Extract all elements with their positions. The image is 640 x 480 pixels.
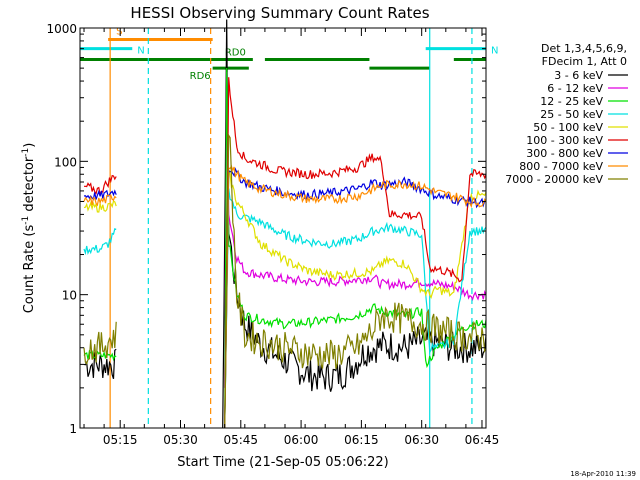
y-axis-label-sup-2: -1 [21,148,31,157]
legend-label: 100 - 300 keV [526,134,603,147]
series-line-8 [83,133,487,429]
flag-label: N [491,46,498,57]
x-tick-label: 05:30 [163,433,198,447]
legend-header-1: Det 1,3,4,5,6,9, [541,42,627,55]
x-axis-label: Start Time (21-Sep-05 05:06:22) [177,455,388,470]
x-tick-label: 05:15 [103,433,138,447]
series-line-0 [83,19,487,429]
series-line-6 [83,167,487,429]
legend-label: 50 - 100 keV [533,121,603,134]
y-axis-label-sup-1: -1 [21,216,31,225]
y-tick-label: 100 [54,155,77,169]
vertical-markers [109,28,473,428]
flag-label: N [137,46,144,57]
chart-title: HESSI Observing Summary Count Rates [130,4,429,22]
legend-label: 3 - 6 keV [554,69,603,82]
y-axis-label-part-1: Count Rate (s [22,225,37,314]
series-line-1 [224,71,487,388]
flag-label: S [116,26,122,37]
x-tick-label: 06:30 [404,433,439,447]
x-tick-label: 06:15 [344,433,379,447]
x-tick-label: 06:00 [284,433,319,447]
series-line-7 [83,164,487,429]
legend-header-2: FDecim 1, Att 0 [542,55,627,68]
y-tick-label: 1 [69,422,77,436]
y-axis-label-part-2: detector [22,156,37,216]
series-line-3 [83,188,487,429]
series-line-5 [84,77,487,429]
timestamp: 18-Apr-2010 11:39 [570,470,636,478]
legend-label: 6 - 12 keV [547,82,603,95]
legend-label: 800 - 7000 keV [519,160,603,173]
legend-label: 7000 - 20000 keV [505,173,603,186]
legend: Det 1,3,4,5,6,9, FDecim 1, Att 0 3 - 6 k… [505,42,628,186]
x-axis: 05:15 05:30 05:45 06:00 06:15 06:30 06:45 [83,28,500,447]
y-tick-label: 10 [62,289,77,303]
plot-frame [79,27,487,429]
legend-label: 300 - 800 keV [526,147,603,160]
y-axis: 1 10 100 1000 [46,22,486,436]
series-lines [83,19,487,429]
x-tick-label: 06:45 [465,433,500,447]
legend-label: 12 - 25 keV [540,95,603,108]
legend-label: 25 - 50 keV [540,108,603,121]
y-axis-label: Count Rate (s-1 detector-1) [21,143,37,314]
series-line-2 [83,67,487,429]
flag-label: RD0 [225,48,246,59]
y-tick-label: 1000 [46,22,77,36]
flag-bars: S N N RD0 RD6 [80,26,498,82]
x-tick-label: 05:45 [223,433,258,447]
y-axis-label-part-3: ) [22,143,37,148]
flag-label: RD6 [190,71,211,82]
